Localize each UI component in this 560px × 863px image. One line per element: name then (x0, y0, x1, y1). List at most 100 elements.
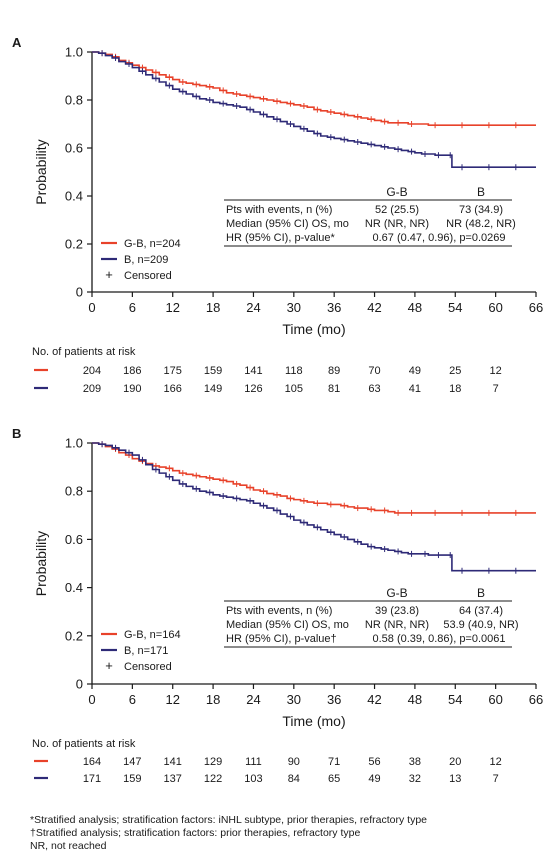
risk-count-gb: 12 (490, 365, 502, 377)
y-tick-label: 0.4 (65, 580, 83, 595)
x-tick-label: 42 (367, 692, 381, 707)
x-tick-label: 0 (88, 300, 95, 315)
x-tick-label: 48 (408, 692, 422, 707)
risk-count-gb: 38 (409, 756, 421, 768)
risk-count-gb: 90 (288, 756, 300, 768)
risk-count-gb: 141 (164, 756, 182, 768)
legend-censored-symbol: + (105, 267, 113, 282)
footnote-2: †Stratified analysis; stratification fac… (30, 827, 361, 839)
stats-row-b-value: 73 (34.9) (459, 204, 503, 216)
risk-count-b: 103 (244, 773, 262, 785)
panel-b: B 0 0.2 0.4 0.6 0.8 1.0 0 6 12 18 24 30 36 42 48 54 60 66 P… (12, 426, 543, 785)
stats-row-gb-value: 52 (25.5) (375, 204, 419, 216)
stats-col-header-b: B (477, 586, 485, 600)
y-tick-label: 0.4 (65, 189, 83, 204)
panel-a: A 0 0.2 0.4 0.6 0.8 1.0 0 6 12 18 24 30 36 42 48 54 60 66 P… (12, 35, 543, 395)
y-tick-label: 0.2 (65, 628, 83, 643)
risk-count-gb: 12 (490, 756, 502, 768)
stats-col-header-b: B (477, 185, 485, 199)
risk-table: No. of patients at risk 204 209 186 190 175 16… (32, 346, 502, 395)
series-gb-curve (92, 442, 536, 514)
x-tick-label: 60 (488, 692, 502, 707)
stats-row-b-value: NR (48.2, NR) (446, 218, 516, 230)
stats-row-gb-value: NR (NR, NR) (365, 619, 429, 631)
risk-count-b: 32 (409, 773, 421, 785)
risk-count-b: 126 (244, 383, 262, 395)
legend: G-B, n=164 B, n=171 + Censored (101, 629, 181, 673)
x-tick-label: 18 (206, 300, 220, 315)
y-tick-label: 0.6 (65, 141, 83, 156)
x-axis-label: Time (mo) (282, 713, 345, 729)
series-b-curve (92, 51, 536, 168)
risk-count-b: 149 (204, 383, 222, 395)
risk-count-b: 166 (164, 383, 182, 395)
risk-count-b: 49 (368, 773, 380, 785)
x-tick-label: 36 (327, 692, 341, 707)
risk-count-gb: 186 (123, 365, 141, 377)
legend-label: B, n=171 (124, 645, 168, 657)
stats-col-header-gb: G-B (386, 586, 407, 600)
y-axis-label: Probability (33, 531, 49, 596)
stats-col-header-gb: G-B (386, 185, 407, 199)
legend-label: Censored (124, 270, 172, 282)
stats-row-label: HR (95% CI), p-value* (226, 232, 336, 244)
x-tick-label: 24 (246, 300, 260, 315)
risk-count-b: 190 (123, 383, 141, 395)
risk-count-b: 13 (449, 773, 461, 785)
risk-count-gb: 56 (368, 756, 380, 768)
risk-count-gb: 129 (204, 756, 222, 768)
risk-count-b: 122 (204, 773, 222, 785)
risk-count-gb: 111 (245, 756, 262, 768)
x-tick-label: 12 (165, 692, 179, 707)
risk-count-gb: 89 (328, 365, 340, 377)
x-tick-label: 12 (165, 300, 179, 315)
x-axis-label: Time (mo) (282, 321, 345, 337)
risk-count-gb: 159 (204, 365, 222, 377)
stats-row-label: Median (95% CI) OS, mo (226, 619, 349, 631)
x-tick-label: 66 (529, 692, 543, 707)
footnotes: *Stratified analysis; stratification fac… (30, 814, 427, 853)
footnote-3: NR, not reached (30, 840, 107, 852)
y-tick-label: 1.0 (65, 45, 83, 60)
x-tick-label: 42 (367, 300, 381, 315)
risk-count-gb: 141 (244, 365, 262, 377)
x-tick-label: 66 (529, 300, 543, 315)
x-tick-label: 6 (129, 692, 136, 707)
risk-count-b: 105 (285, 383, 303, 395)
x-tick-label: 24 (246, 692, 260, 707)
risk-count-b: 81 (328, 383, 340, 395)
risk-count-gb: 175 (164, 365, 182, 377)
x-tick-label: 30 (287, 300, 301, 315)
stats-row-hr-value: 0.58 (0.39, 0.86), p=0.0061 (372, 633, 505, 645)
x-tick-label: 6 (129, 300, 136, 315)
risk-count-gb: 147 (123, 756, 141, 768)
stats-row-hr-value: 0.67 (0.47, 0.96), p=0.0269 (372, 232, 505, 244)
risk-count-b: 137 (164, 773, 182, 785)
stats-row-gb-value: NR (NR, NR) (365, 218, 429, 230)
stats-row-gb-value: 39 (23.8) (375, 605, 419, 617)
risk-count-b: 63 (368, 383, 380, 395)
panel-label: B (12, 426, 21, 441)
y-tick-label: 0.8 (65, 484, 83, 499)
risk-count-gb: 49 (409, 365, 421, 377)
panel-label: A (12, 35, 22, 50)
stats-row-label: HR (95% CI), p-value† (226, 633, 337, 645)
y-tick-label: 0.8 (65, 93, 83, 108)
risk-count-gb: 204 (83, 365, 101, 377)
stats-table: G-B B Pts with events, n (%) 39 (23.8) 64 (3… (224, 586, 519, 648)
risk-count-gb: 25 (449, 365, 461, 377)
x-tick-label: 54 (448, 300, 462, 315)
legend: G-B, n=204 B, n=209 + Censored (101, 238, 181, 282)
y-tick-label: 0 (76, 677, 83, 692)
stats-table: G-B B Pts with events, n (%) 52 (25.5) 73 (3… (224, 185, 516, 247)
legend-label: G-B, n=164 (124, 629, 181, 641)
legend-label: G-B, n=204 (124, 238, 181, 250)
stats-row-label: Pts with events, n (%) (226, 605, 332, 617)
risk-count-b: 159 (123, 773, 141, 785)
x-tick-label: 30 (287, 692, 301, 707)
risk-count-b: 18 (449, 383, 461, 395)
x-tick-label: 54 (448, 692, 462, 707)
x-tick-label: 60 (488, 300, 502, 315)
x-tick-label: 36 (327, 300, 341, 315)
